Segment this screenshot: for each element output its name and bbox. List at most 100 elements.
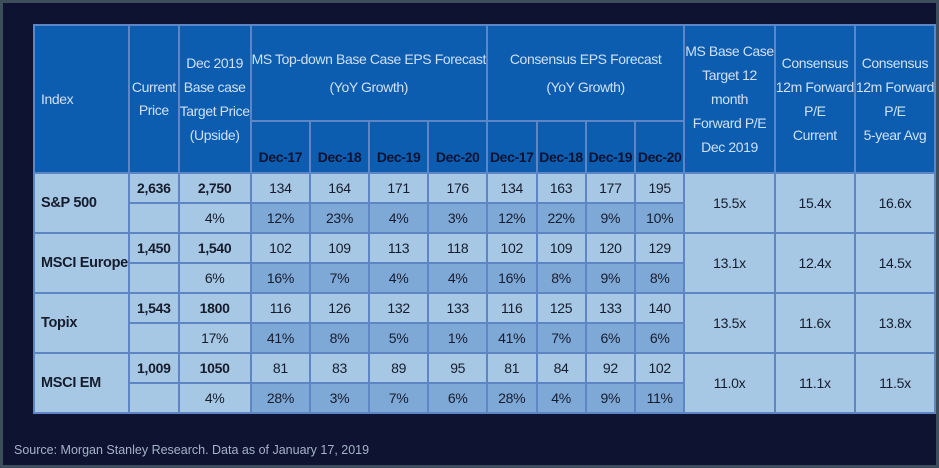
header-cons-avg-line: P/E — [884, 103, 906, 119]
ms-yoy-growth: 28% — [249, 382, 312, 414]
consensus-eps-value: 125 — [535, 292, 587, 324]
index-name: Topix — [33, 292, 130, 354]
consensus-yoy-growth: 22% — [535, 202, 587, 234]
consensus-eps-value: 129 — [634, 232, 686, 264]
consensus-yoy-growth: 7% — [535, 322, 587, 354]
header-ms-year: Dec-20 — [427, 120, 488, 174]
consensus-pe-current: 12.4x — [773, 232, 856, 294]
ms-eps-value: 81 — [249, 352, 312, 384]
consensus-pe-current: 15.4x — [773, 172, 856, 234]
ms-yoy-growth: 4% — [367, 262, 430, 294]
header-cons-pe-line: 12m Forward — [775, 79, 854, 95]
consensus-yoy-growth: 4% — [535, 382, 587, 414]
ms-eps-value: 118 — [427, 232, 488, 264]
header-cons-pe-line: P/E — [804, 103, 826, 119]
source-note: Source: Morgan Stanley Research. Data as… — [14, 443, 370, 457]
consensus-yoy-growth: 9% — [584, 382, 637, 414]
ms-eps-value: 171 — [367, 172, 430, 204]
target-price: 1050 — [177, 352, 252, 384]
consensus-yoy-growth: 8% — [634, 262, 686, 294]
consensus-yoy-growth: 10% — [634, 202, 686, 234]
table-row-growth: 17% 41% 8% 5% 1% 41% 7% 6% 6% — [34, 322, 935, 354]
ms-eps-value: 126 — [309, 292, 370, 324]
header-index: Index — [33, 24, 130, 174]
header-cons-year: Dec-19 — [584, 120, 637, 174]
consensus-eps-value: 84 — [535, 352, 587, 384]
consensus-eps-value: 195 — [634, 172, 686, 204]
consensus-yoy-growth: 11% — [634, 382, 686, 414]
ms-yoy-growth: 3% — [309, 382, 370, 414]
header-row-years: Dec-17 Dec-18 Dec-19 Dec-20 Dec-17 Dec-1… — [34, 120, 935, 174]
ms-eps-value: 176 — [427, 172, 488, 204]
consensus-eps-value: 102 — [634, 352, 686, 384]
header-cons-avg-line: 12m Forward — [855, 79, 934, 95]
header-cons-eps-subtitle: (YoY Growth) — [546, 79, 625, 95]
consensus-eps-value: 92 — [584, 352, 637, 384]
current-price-blank — [127, 262, 180, 294]
ms-yoy-growth: 7% — [367, 382, 430, 414]
ms-eps-value: 89 — [367, 352, 430, 384]
header-target-line: Target Price — [179, 103, 250, 119]
header-ms-eps-title: MS Top-down Base Case EPS Forecast — [251, 51, 486, 67]
ms-forward-pe: 13.5x — [683, 292, 776, 354]
upside-percent: 4% — [177, 202, 252, 234]
ms-eps-value: 95 — [427, 352, 488, 384]
header-consensus-pe-5yr-avg: Consensus 12m Forward P/E 5-year Avg — [853, 24, 937, 174]
table-row-growth: 6% 16% 7% 4% 4% 16% 8% 9% 8% — [34, 262, 935, 294]
current-price: 1,450 — [127, 232, 180, 264]
header-cons-avg-line: 5-year Avg — [863, 127, 927, 143]
consensus-pe-5yr-avg: 14.5x — [853, 232, 937, 294]
ms-yoy-growth: 5% — [367, 322, 430, 354]
table-row: Topix 1,543 1800 116 126 132 133 116 125 133 140 13… — [33, 292, 937, 354]
header-consensus-eps-forecast: Consensus EPS Forecast (YoY Growth) — [485, 24, 686, 122]
ms-eps-value: 164 — [309, 172, 370, 204]
ms-yoy-growth: 12% — [249, 202, 312, 234]
table-row-growth: 4% 12% 23% 4% 3% 12% 22% 9% 10% — [34, 202, 935, 234]
header-cons-year: Dec-20 — [634, 120, 686, 174]
consensus-eps-value: 134 — [485, 172, 538, 204]
index-name: MSCI EM — [33, 352, 130, 414]
current-price-blank — [127, 202, 180, 234]
table-row: MSCI EM 1,009 1050 81 83 89 95 81 84 92 102 11.0x 11… — [33, 352, 937, 414]
ms-eps-value: 116 — [249, 292, 312, 324]
target-price: 1800 — [177, 292, 252, 324]
header-cons-pe-line: Consensus — [781, 55, 849, 71]
consensus-eps-value: 109 — [535, 232, 587, 264]
ms-yoy-growth: 6% — [427, 382, 488, 414]
header-cons-pe-line: Current — [792, 127, 837, 143]
consensus-pe-5yr-avg: 13.8x — [853, 292, 937, 354]
ms-yoy-growth: 4% — [367, 202, 430, 234]
ms-yoy-growth: 23% — [309, 202, 370, 234]
header-current-price-label: Current Price — [131, 79, 176, 118]
consensus-eps-value: 120 — [584, 232, 637, 264]
current-price-blank — [127, 382, 180, 414]
consensus-yoy-growth: 6% — [584, 322, 637, 354]
consensus-yoy-growth: 28% — [485, 382, 538, 414]
header-target-price: Dec 2019 Base case Target Price (Upside) — [177, 24, 252, 174]
ms-eps-value: 83 — [309, 352, 370, 384]
header-ms-pe-line: Dec 2019 — [701, 139, 758, 155]
ms-eps-value: 102 — [249, 232, 312, 264]
consensus-eps-value: 116 — [485, 292, 538, 324]
consensus-eps-value: 177 — [584, 172, 637, 204]
header-ms-pe-line: MS Base Case — [685, 43, 774, 59]
header-ms-pe-line: month — [711, 91, 748, 107]
consensus-yoy-growth: 9% — [584, 262, 637, 294]
header-ms-pe-line: Forward P/E — [692, 115, 767, 131]
ms-forward-pe: 13.1x — [683, 232, 776, 294]
consensus-eps-value: 133 — [584, 292, 637, 324]
header-ms-eps-subtitle: (YoY Growth) — [329, 79, 409, 95]
consensus-eps-value: 140 — [634, 292, 686, 324]
table-row: S&P 500 2,636 2,750 134 164 171 176 134 163 177 19… — [33, 172, 937, 234]
ms-yoy-growth: 3% — [427, 202, 488, 234]
header-ms-eps-forecast: MS Top-down Base Case EPS Forecast (YoY … — [249, 24, 488, 122]
header-target-line: (Upside) — [189, 127, 240, 143]
index-name: S&P 500 — [33, 172, 130, 234]
header-cons-avg-line: Consensus — [861, 55, 929, 71]
consensus-eps-value: 163 — [535, 172, 587, 204]
ms-forward-pe: 15.5x — [683, 172, 776, 234]
current-price: 1,543 — [127, 292, 180, 324]
ms-yoy-growth: 4% — [427, 262, 488, 294]
slide-frame: Index Current Price Dec 2019 Base case T… — [3, 3, 937, 465]
target-price: 1,540 — [177, 232, 252, 264]
